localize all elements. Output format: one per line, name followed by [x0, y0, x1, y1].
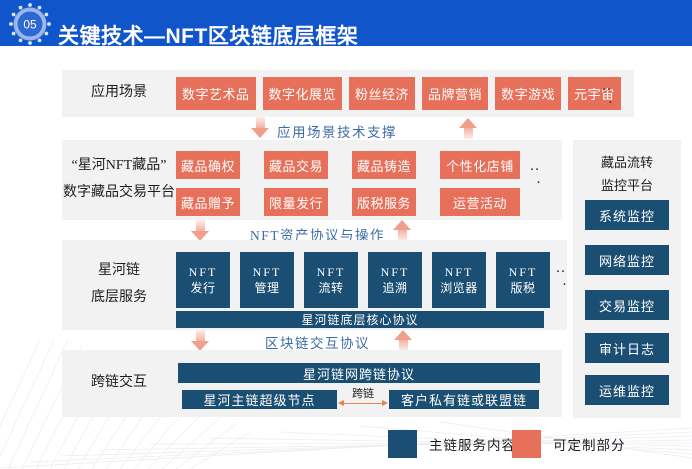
nft-box-line2: 流转: [318, 281, 344, 295]
connector-label-nft-protocol: NFT资产协议与操作: [250, 228, 386, 243]
platform-box: 限量发行: [264, 188, 328, 216]
connector-label-app-support: 应用场景技术支撑: [277, 125, 397, 140]
nft-service-box: NFT 发行: [176, 252, 230, 308]
down-arrow-icon: [191, 330, 209, 351]
chain-service-panel: 星河链 底层服务 NFT 发行 NFT 管理 NFT 流转 NFT 追溯 NFT: [62, 240, 567, 330]
client-chain-node: 客户私有链或联盟链: [389, 390, 539, 409]
nft-box-line1: NFT: [444, 264, 474, 279]
platform-box: 藏品交易: [264, 151, 328, 179]
nft-service-box: NFT 浏览器: [432, 252, 486, 308]
nft-box-line2: 版税: [510, 281, 536, 295]
nft-service-box: NFT 流转: [304, 252, 358, 308]
ellipsis-bottom: ·: [608, 95, 613, 111]
platform-box: 运营活动: [440, 188, 520, 216]
monitor-panel: 藏品流转 监控平台 系统监控 网络监控 交易监控 审计日志 运维监控: [573, 140, 681, 418]
cross-chain-nodes: 星河主链超级节点 跨链 客户私有链或联盟链: [182, 388, 539, 409]
nft-box-line1: NFT: [188, 264, 218, 279]
legend-main-chain-label: 主链服务内容: [429, 438, 516, 453]
scenario-box: 数字艺术品: [176, 77, 256, 110]
up-arrow-icon: [393, 220, 411, 241]
nft-box-line1: NFT: [508, 264, 538, 279]
cross-chain-panel: 跨链交互 星河链网跨链协议 星河主链超级节点 跨链 客户私有链或联盟链: [62, 350, 562, 417]
nft-service-box: NFT 追溯: [368, 252, 422, 308]
legend-customizable: 可定制部分: [512, 430, 626, 458]
ellipsis-top: ··: [555, 264, 566, 280]
cross-link-label: 跨链: [352, 388, 374, 400]
platform-box: 藏品铸造: [352, 151, 416, 179]
chain-label-line1: 星河链: [98, 263, 140, 279]
platform-label-line2: 数字藏品交易平台: [63, 185, 175, 200]
slide-number: 05: [23, 18, 37, 32]
scenario-box: 品牌营销: [422, 77, 489, 110]
scenario-box: 元宇宙: [568, 77, 621, 110]
up-arrow-icon: [394, 330, 412, 351]
nft-service-box: NFT 管理: [240, 252, 294, 308]
legend-custom-label: 可定制部分: [553, 438, 626, 453]
row-label-cross-chain: 跨链交互: [62, 350, 176, 417]
monitor-box: 系统监控: [585, 200, 669, 230]
nft-box-line2: 管理: [254, 281, 280, 295]
ellipsis-dots: ·· ·: [600, 82, 614, 111]
down-arrow-icon: [251, 117, 269, 138]
chain-label-line2: 底层服务: [91, 290, 147, 305]
row-label-platform: “星河NFT藏品” 数字藏品交易平台: [62, 140, 176, 220]
monitor-box: 网络监控: [585, 245, 669, 275]
row-label-app-scenarios: 应用场景: [62, 70, 176, 117]
nft-service-box: NFT 版税: [496, 252, 550, 308]
nft-box-line1: NFT: [380, 264, 410, 279]
header-bar: 05 关键技术—NFT区块链底层框架: [0, 0, 692, 48]
scenario-box: 粉丝经济: [349, 77, 416, 110]
down-arrow-icon: [191, 220, 209, 241]
ellipsis-dots: ·· ·: [554, 264, 568, 293]
nft-box-line2: 发行: [190, 281, 216, 295]
cross-link: 跨链: [337, 388, 389, 409]
platform-boxes: 藏品确权 藏品交易 藏品铸造 个性化店铺 藏品赠予 限量发行 版税服务 运营活动: [176, 151, 520, 216]
row-label-chain-service: 星河链 底层服务: [62, 240, 176, 330]
nft-box-line2: 浏览器: [440, 281, 478, 295]
double-arrow-icon: [338, 400, 388, 406]
legend-swatch-navy: [388, 430, 417, 458]
scenario-boxes: 数字艺术品 数字化展览 粉丝经济 品牌营销 数字游戏 元宇宙: [176, 77, 621, 110]
ellipsis-top: ··: [601, 82, 612, 98]
platform-box: 藏品确权: [176, 151, 240, 179]
monitor-box: 审计日志: [585, 333, 669, 363]
nft-service-boxes: NFT 发行 NFT 管理 NFT 流转 NFT 追溯 NFT 浏览器 NFT …: [176, 252, 550, 308]
monitor-box: 交易监控: [585, 290, 669, 320]
scenario-box: 数字化展览: [262, 77, 343, 110]
row-label-text: 应用场景: [91, 85, 147, 101]
platform-box: 藏品赠予: [176, 188, 240, 216]
nft-box-line1: NFT: [316, 264, 346, 279]
nft-platform-panel: “星河NFT藏品” 数字藏品交易平台 藏品确权 藏品交易 藏品铸造 个性化店铺 …: [62, 140, 562, 220]
cross-chain-protocol-bar: 星河链网跨链协议: [178, 363, 540, 383]
platform-box: 个性化店铺: [440, 151, 520, 179]
page-title: 关键技术—NFT区块链底层框架: [58, 25, 359, 49]
platform-label-line1: “星河NFT藏品”: [71, 158, 167, 174]
monitor-box: 运维监控: [585, 375, 669, 405]
cross-chain-label-text: 跨链交互: [91, 375, 147, 391]
monitor-title-line2: 监控平台: [600, 177, 653, 193]
nft-box-line2: 追溯: [382, 281, 408, 295]
legend-main-chain: 主链服务内容: [388, 430, 516, 458]
application-scenarios-panel: 应用场景 数字艺术品 数字化展览 粉丝经济 品牌营销 数字游戏 元宇宙 ·· ·: [62, 70, 634, 117]
platform-box: 版税服务: [352, 188, 416, 216]
monitor-title-line1: 藏品流转: [600, 155, 653, 170]
up-arrow-icon: [459, 118, 477, 139]
ellipsis-bottom: ·: [536, 175, 541, 191]
monitor-title: 藏品流转 监控平台: [573, 152, 681, 198]
main-chain-node: 星河主链超级节点: [182, 390, 337, 409]
scenario-box: 数字游戏: [495, 77, 562, 110]
ellipsis-top: ··: [529, 162, 540, 178]
legend-swatch-salmon: [512, 430, 541, 458]
ellipsis-dots: ·· ·: [528, 162, 542, 191]
nft-box-line1: NFT: [252, 264, 282, 279]
ellipsis-bottom: ·: [562, 277, 567, 293]
connector-label-interact-protocol: 区块链交互协议: [265, 336, 370, 351]
gear-badge-icon: 05: [9, 3, 51, 45]
core-protocol-bar: 星河链底层核心协议: [176, 311, 544, 328]
